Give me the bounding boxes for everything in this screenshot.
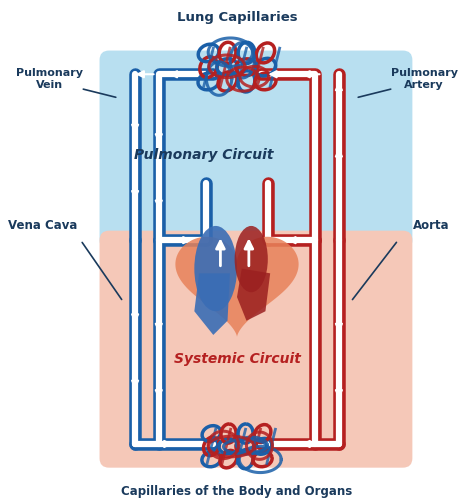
Ellipse shape [194,226,237,311]
Polygon shape [237,269,270,321]
Text: Pulmonary Circuit: Pulmonary Circuit [134,148,273,162]
Text: Aorta: Aorta [413,219,450,232]
Text: Vena Cava: Vena Cava [8,219,77,232]
Ellipse shape [235,226,268,292]
Text: Lung Capillaries: Lung Capillaries [177,11,297,24]
Text: Systemic Circuit: Systemic Circuit [173,352,301,365]
FancyBboxPatch shape [100,231,412,468]
Text: Pulmonary
Artery: Pulmonary Artery [391,68,458,90]
FancyBboxPatch shape [100,50,412,249]
Polygon shape [175,237,299,337]
Text: Capillaries of the Body and Organs: Capillaries of the Body and Organs [121,485,353,498]
Polygon shape [194,273,230,335]
Text: Pulmonary
Vein: Pulmonary Vein [16,68,83,90]
